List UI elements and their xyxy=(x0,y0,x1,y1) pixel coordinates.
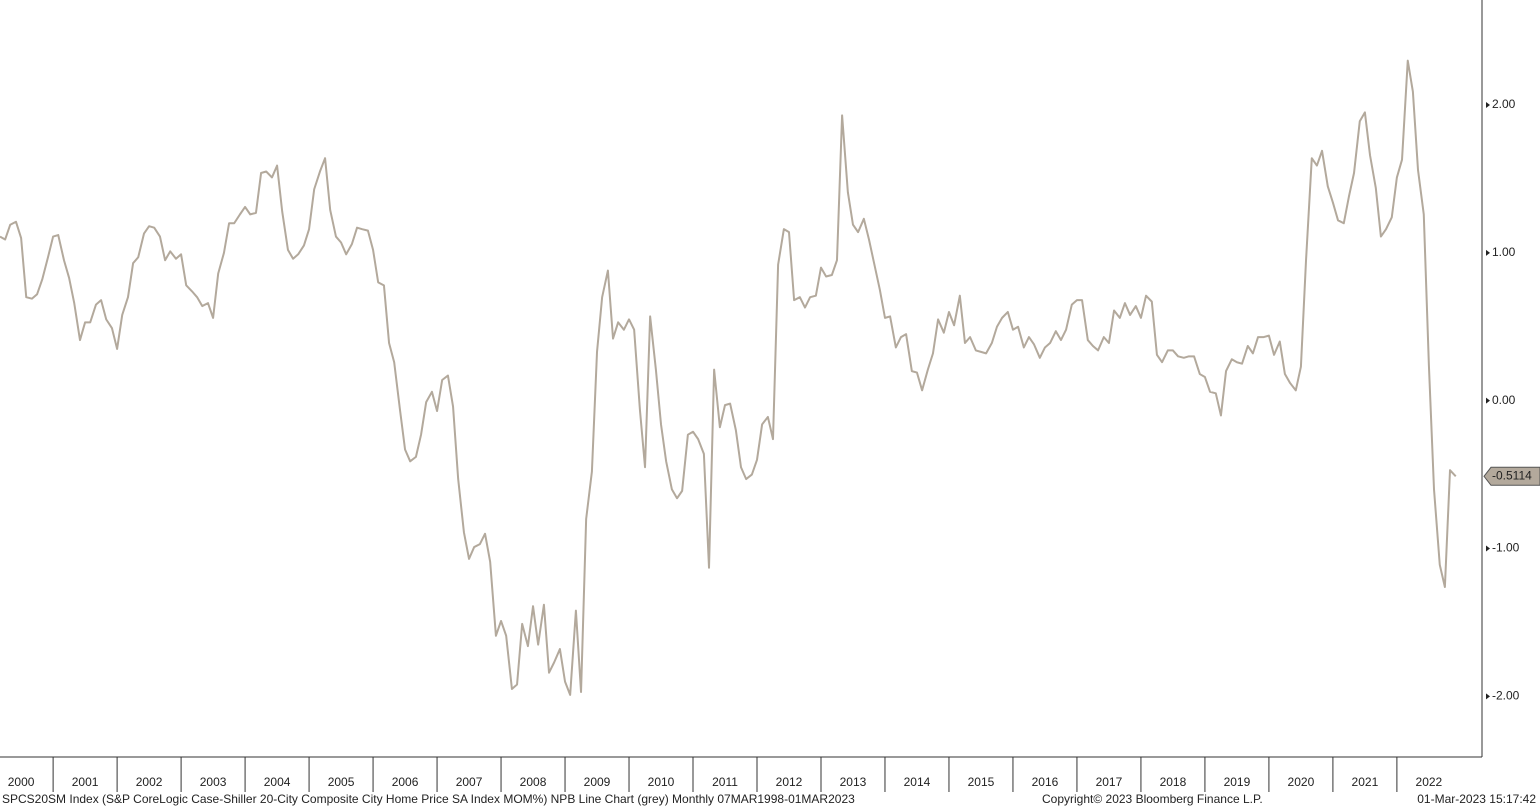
x-tick-label: 2008 xyxy=(520,775,547,789)
x-tick-label: 2022 xyxy=(1416,775,1443,789)
y-tick-mark xyxy=(1486,101,1490,108)
x-tick-label: 2015 xyxy=(968,775,995,789)
x-tick-label: 2006 xyxy=(392,775,419,789)
y-tick-label: 2.00 xyxy=(1492,97,1516,111)
x-tick-label: 2004 xyxy=(264,775,291,789)
x-tick-label: 2019 xyxy=(1224,775,1251,789)
x-tick-label: 2014 xyxy=(904,775,931,789)
y-tick-mark xyxy=(1486,693,1490,700)
y-tick-label: 1.00 xyxy=(1492,245,1516,259)
last-value-label: -0.5114 xyxy=(1492,468,1532,482)
footer-copyright: Copyright© 2023 Bloomberg Finance L.P. xyxy=(1042,792,1263,806)
y-tick-label: -2.00 xyxy=(1492,689,1520,703)
series-line xyxy=(0,59,1457,696)
x-tick-label: 2016 xyxy=(1032,775,1059,789)
y-tick-label: 0.00 xyxy=(1492,393,1516,407)
x-tick-label: 2005 xyxy=(328,775,355,789)
x-tick-label: 2011 xyxy=(712,775,738,789)
x-tick-label: 2009 xyxy=(584,775,611,789)
x-tick-label: 2003 xyxy=(200,775,227,789)
x-tick-label: 2020 xyxy=(1288,775,1315,789)
footer-timestamp: 01-Mar-2023 15:17:42 xyxy=(1417,792,1536,806)
last-value-tag xyxy=(1483,466,1540,486)
y-tick-mark xyxy=(1486,397,1490,404)
x-tick-label: 2007 xyxy=(456,775,483,789)
x-tick-label: 2018 xyxy=(1160,775,1187,789)
x-tick-label: 2002 xyxy=(136,775,163,789)
x-tick-label: 2012 xyxy=(776,775,803,789)
y-tick-label: -1.00 xyxy=(1492,541,1520,555)
footer-source: SPCS20SM Index (S&P CoreLogic Case-Shill… xyxy=(2,792,855,806)
y-tick-mark xyxy=(1486,545,1490,552)
x-tick-label: 2000 xyxy=(8,775,35,789)
y-tick-mark xyxy=(1486,249,1490,256)
x-tick-label: 2010 xyxy=(648,775,675,789)
x-tick-label: 2017 xyxy=(1096,775,1123,789)
x-tick-label: 2001 xyxy=(72,775,99,789)
x-tick-label: 2013 xyxy=(840,775,867,789)
x-tick-label: 2021 xyxy=(1352,775,1379,789)
